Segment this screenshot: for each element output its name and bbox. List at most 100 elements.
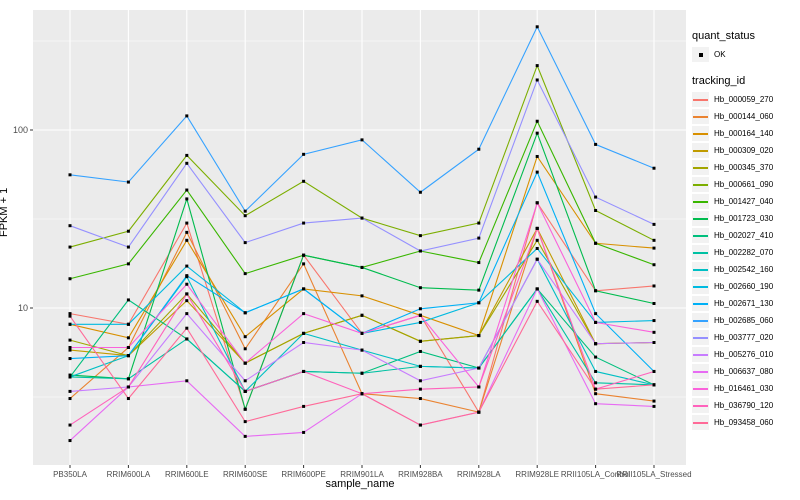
data-point[interactable]	[535, 201, 539, 205]
legend-item-Hb_001723_030[interactable]: Hb_001723_030	[692, 210, 800, 227]
data-point[interactable]	[360, 294, 364, 298]
data-point[interactable]	[594, 208, 598, 212]
data-point[interactable]	[535, 257, 539, 261]
data-point[interactable]	[360, 138, 364, 142]
data-point[interactable]	[418, 307, 422, 311]
data-point[interactable]	[535, 226, 539, 230]
data-point[interactable]	[243, 214, 247, 218]
data-point[interactable]	[535, 287, 539, 291]
legend-item-Hb_002671_130[interactable]: Hb_002671_130	[692, 295, 800, 312]
legend-item-Hb_000144_060[interactable]: Hb_000144_060	[692, 108, 800, 125]
data-point[interactable]	[126, 298, 130, 302]
data-point[interactable]	[594, 142, 598, 146]
data-point[interactable]	[302, 369, 306, 373]
data-point[interactable]	[185, 264, 189, 268]
legend-item-Hb_005276_010[interactable]: Hb_005276_010	[692, 346, 800, 363]
data-point[interactable]	[477, 236, 481, 240]
data-point[interactable]	[302, 312, 306, 316]
data-point[interactable]	[594, 387, 598, 391]
data-point[interactable]	[535, 119, 539, 123]
data-point[interactable]	[652, 263, 656, 267]
data-point[interactable]	[594, 342, 598, 346]
data-point[interactable]	[418, 379, 422, 383]
data-point[interactable]	[302, 262, 306, 266]
data-point[interactable]	[535, 25, 539, 29]
data-point[interactable]	[418, 339, 422, 343]
legend-item-Hb_000309_020[interactable]: Hb_000309_020	[692, 142, 800, 159]
data-point[interactable]	[302, 331, 306, 335]
data-point[interactable]	[302, 287, 306, 291]
data-point[interactable]	[243, 420, 247, 424]
data-point[interactable]	[126, 377, 130, 381]
data-point[interactable]	[477, 147, 481, 151]
data-point[interactable]	[360, 371, 364, 375]
data-point[interactable]	[302, 221, 306, 225]
data-point[interactable]	[68, 173, 72, 177]
data-point[interactable]	[477, 385, 481, 389]
data-point[interactable]	[68, 375, 72, 379]
data-point[interactable]	[360, 265, 364, 269]
data-point[interactable]	[652, 330, 656, 334]
data-point[interactable]	[126, 180, 130, 184]
data-point[interactable]	[477, 366, 481, 370]
legend-item-Hb_002685_060[interactable]: Hb_002685_060	[692, 312, 800, 329]
data-point[interactable]	[185, 188, 189, 192]
data-point[interactable]	[68, 277, 72, 281]
data-point[interactable]	[243, 407, 247, 411]
data-point[interactable]	[418, 234, 422, 238]
data-point[interactable]	[360, 313, 364, 317]
data-point[interactable]	[418, 313, 422, 317]
data-point[interactable]	[126, 397, 130, 401]
data-point[interactable]	[68, 345, 72, 349]
data-point[interactable]	[652, 340, 656, 344]
legend-item-Hb_000661_090[interactable]: Hb_000661_090	[692, 176, 800, 193]
data-point[interactable]	[418, 190, 422, 194]
data-point[interactable]	[243, 389, 247, 393]
data-point[interactable]	[68, 397, 72, 401]
data-point[interactable]	[185, 197, 189, 201]
legend-item-Hb_002027_410[interactable]: Hb_002027_410	[692, 227, 800, 244]
data-point[interactable]	[594, 241, 598, 245]
data-point[interactable]	[185, 326, 189, 330]
data-point[interactable]	[185, 230, 189, 234]
data-point[interactable]	[418, 286, 422, 290]
data-point[interactable]	[243, 272, 247, 276]
data-point[interactable]	[302, 152, 306, 156]
data-point[interactable]	[418, 397, 422, 401]
data-point[interactable]	[68, 338, 72, 342]
legend-item-Hb_003777_020[interactable]: Hb_003777_020	[692, 329, 800, 346]
data-point[interactable]	[535, 299, 539, 303]
data-point[interactable]	[652, 246, 656, 250]
data-point[interactable]	[185, 238, 189, 242]
data-point[interactable]	[68, 389, 72, 393]
data-point[interactable]	[243, 347, 247, 351]
data-point[interactable]	[360, 392, 364, 396]
data-point[interactable]	[535, 246, 539, 250]
data-point[interactable]	[652, 383, 656, 387]
data-point[interactable]	[68, 348, 72, 352]
data-point[interactable]	[68, 439, 72, 443]
data-point[interactable]	[68, 314, 72, 318]
data-point[interactable]	[477, 288, 481, 292]
legend-item-Hb_000345_370[interactable]: Hb_000345_370	[692, 159, 800, 176]
data-point[interactable]	[535, 78, 539, 82]
data-point[interactable]	[243, 335, 247, 339]
legend-item-Hb_000164_140[interactable]: Hb_000164_140	[692, 125, 800, 142]
data-point[interactable]	[185, 379, 189, 383]
legend-item-Hb_016461_030[interactable]: Hb_016461_030	[692, 380, 800, 397]
data-point[interactable]	[652, 369, 656, 373]
data-point[interactable]	[535, 170, 539, 174]
data-point[interactable]	[594, 355, 598, 359]
data-point[interactable]	[185, 114, 189, 118]
legend-item-Hb_093458_060[interactable]: Hb_093458_060	[692, 414, 800, 431]
legend-item-Hb_036790_120[interactable]: Hb_036790_120	[692, 397, 800, 414]
data-point[interactable]	[652, 166, 656, 170]
data-point[interactable]	[418, 387, 422, 391]
data-point[interactable]	[126, 229, 130, 233]
data-point[interactable]	[652, 319, 656, 323]
data-point[interactable]	[535, 238, 539, 242]
legend-item-Hb_002660_190[interactable]: Hb_002660_190	[692, 278, 800, 295]
data-point[interactable]	[477, 410, 481, 414]
data-point[interactable]	[68, 357, 72, 361]
data-point[interactable]	[185, 337, 189, 341]
